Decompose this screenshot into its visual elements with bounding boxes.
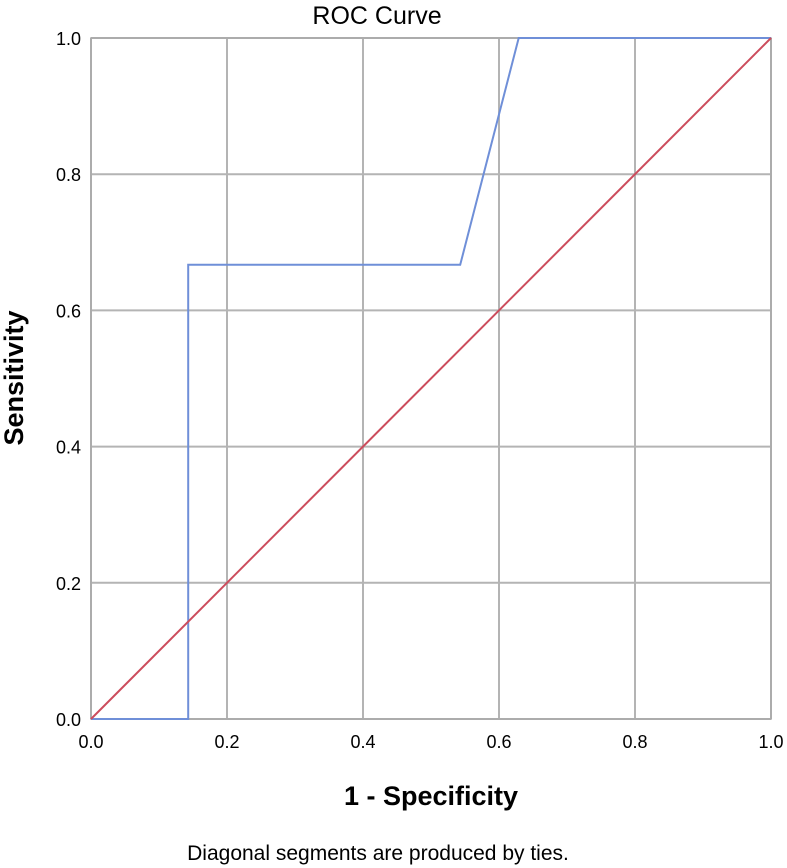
y-axis-label: Sensitivity bbox=[0, 310, 29, 445]
y-tick-label: 0.4 bbox=[56, 438, 81, 458]
x-tick-label: 0.0 bbox=[78, 732, 103, 752]
x-tick-label: 1.0 bbox=[758, 732, 783, 752]
reference-diagonal-line bbox=[90, 37, 772, 720]
x-tick-label: 0.6 bbox=[486, 732, 511, 752]
x-axis-label: 1 - Specificity bbox=[344, 781, 518, 811]
y-tick-label: 0.2 bbox=[56, 574, 81, 594]
x-tick-label: 0.8 bbox=[622, 732, 647, 752]
x-tick-labels: 0.0 0.2 0.4 0.6 0.8 1.0 bbox=[78, 732, 783, 752]
y-tick-label: 0.8 bbox=[56, 165, 81, 185]
roc-curve-line bbox=[91, 37, 771, 720]
y-tick-label: 1.0 bbox=[56, 29, 81, 49]
x-tick-label: 0.4 bbox=[350, 732, 375, 752]
footnote: Diagonal segments are produced by ties. bbox=[187, 842, 569, 865]
plot-frame bbox=[90, 37, 772, 720]
series-layer bbox=[90, 37, 772, 720]
chart-title: ROC Curve bbox=[312, 2, 441, 30]
y-tick-label: 0.0 bbox=[56, 710, 81, 730]
y-tick-labels: 0.0 0.2 0.4 0.6 0.8 1.0 bbox=[56, 29, 81, 730]
y-tick-label: 0.6 bbox=[56, 301, 81, 321]
x-tick-label: 0.2 bbox=[214, 732, 239, 752]
